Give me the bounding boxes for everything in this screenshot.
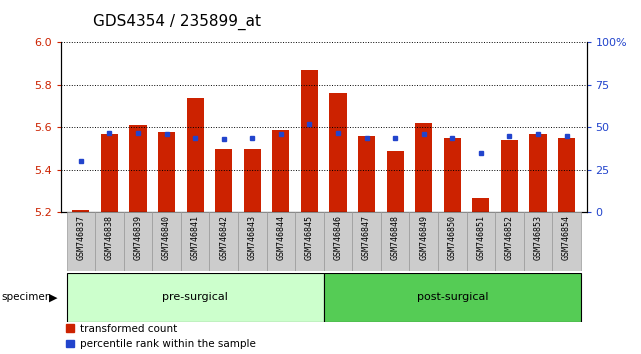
Bar (101, 134, 118, 212)
Text: GSM746853: GSM746853 (533, 215, 542, 260)
Bar (329, 93, 347, 212)
Bar (272, 130, 290, 212)
Bar (215, 149, 232, 212)
Bar (187, 98, 204, 212)
Text: GSM746843: GSM746843 (248, 215, 257, 260)
Bar (467, 212, 495, 271)
Legend: transformed count, percentile rank within the sample: transformed count, percentile rank withi… (66, 324, 256, 349)
Bar (495, 212, 524, 271)
Bar (129, 125, 147, 212)
Bar (124, 212, 153, 271)
Text: GSM746847: GSM746847 (362, 215, 371, 260)
Bar (524, 212, 553, 271)
Bar (444, 138, 461, 212)
Bar (267, 212, 295, 271)
Text: post-surgical: post-surgical (417, 292, 488, 302)
Bar (324, 212, 353, 271)
Bar (210, 212, 238, 271)
Bar (295, 212, 324, 271)
Bar (501, 140, 518, 212)
Text: GSM746854: GSM746854 (562, 215, 571, 260)
Bar (181, 212, 210, 271)
Bar (301, 70, 318, 212)
Text: GSM746841: GSM746841 (190, 215, 199, 260)
Bar (410, 212, 438, 271)
Bar (415, 123, 432, 212)
Text: GSM746837: GSM746837 (76, 215, 85, 260)
Bar (72, 210, 90, 212)
Bar (529, 134, 547, 212)
Bar (324, 273, 581, 322)
Text: specimen: specimen (1, 292, 52, 302)
Text: ▶: ▶ (49, 292, 58, 302)
Bar (381, 212, 410, 271)
Text: GSM746840: GSM746840 (162, 215, 171, 260)
Bar (158, 132, 175, 212)
Text: GSM746838: GSM746838 (105, 215, 114, 260)
Bar (244, 149, 261, 212)
Text: GSM746846: GSM746846 (333, 215, 342, 260)
Bar (438, 212, 467, 271)
Text: GSM746839: GSM746839 (133, 215, 142, 260)
Bar (472, 198, 489, 212)
Bar (387, 151, 404, 212)
Bar (358, 136, 375, 212)
Bar (153, 212, 181, 271)
Bar (553, 212, 581, 271)
Text: GSM746848: GSM746848 (390, 215, 399, 260)
Bar (353, 212, 381, 271)
Text: GDS4354 / 235899_at: GDS4354 / 235899_at (93, 14, 261, 30)
Text: GSM746844: GSM746844 (276, 215, 285, 260)
Text: pre-surgical: pre-surgical (162, 292, 228, 302)
Text: GSM746851: GSM746851 (476, 215, 485, 260)
Text: GSM746849: GSM746849 (419, 215, 428, 260)
Text: GSM746842: GSM746842 (219, 215, 228, 260)
Text: GSM746845: GSM746845 (305, 215, 314, 260)
Bar (67, 212, 95, 271)
Text: GSM746850: GSM746850 (448, 215, 457, 260)
Bar (95, 212, 124, 271)
Text: GSM746852: GSM746852 (505, 215, 514, 260)
Bar (558, 138, 575, 212)
Bar (238, 212, 267, 271)
Bar (67, 273, 324, 322)
